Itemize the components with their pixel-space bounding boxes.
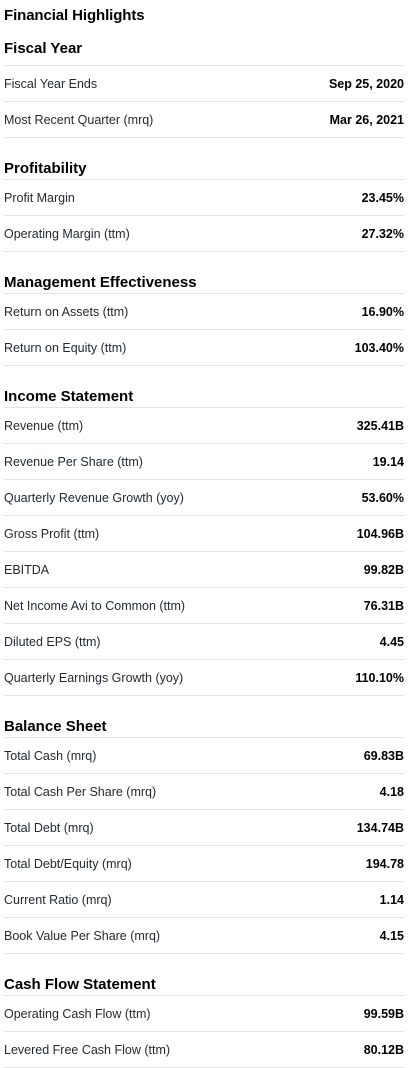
row-label: Revenue (ttm) bbox=[4, 418, 84, 433]
row-label: Return on Assets (ttm) bbox=[4, 304, 129, 319]
section-balance-sheet: Balance Sheet Total Cash (mrq) 69.83B To… bbox=[4, 696, 404, 954]
row-value: 104.96B bbox=[356, 526, 404, 541]
row-value: 27.32% bbox=[361, 226, 404, 241]
section-title: Income Statement bbox=[4, 366, 404, 408]
row-value: 4.15 bbox=[379, 928, 404, 943]
row-label: Net Income Avi to Common (ttm) bbox=[4, 598, 186, 613]
row-label: Quarterly Revenue Growth (yoy) bbox=[4, 490, 184, 505]
section-profitability: Profitability Profit Margin 23.45% Opera… bbox=[4, 138, 404, 252]
row-label: Current Ratio (mrq) bbox=[4, 892, 112, 907]
row-value: 99.59B bbox=[363, 1006, 404, 1021]
section-title: Fiscal Year bbox=[4, 34, 404, 66]
page-title: Financial Highlights bbox=[4, 7, 145, 24]
table-row: EBITDA 99.82B bbox=[4, 552, 404, 588]
table-row: Diluted EPS (ttm) 4.45 bbox=[4, 624, 404, 660]
section-title: Management Effectiveness bbox=[4, 252, 404, 294]
table-row: Levered Free Cash Flow (ttm) 80.12B bbox=[4, 1032, 404, 1068]
row-value: 4.45 bbox=[379, 634, 404, 649]
row-value: 103.40% bbox=[354, 340, 404, 355]
row-label: Total Debt/Equity (mrq) bbox=[4, 856, 132, 871]
table-row: Revenue (ttm) 325.41B bbox=[4, 408, 404, 444]
table-row: Return on Assets (ttm) 16.90% bbox=[4, 294, 404, 330]
row-value: 53.60% bbox=[361, 490, 404, 505]
table-row: Fiscal Year Ends Sep 25, 2020 bbox=[4, 66, 404, 102]
row-label: Total Cash Per Share (mrq) bbox=[4, 784, 157, 799]
row-value: 99.82B bbox=[363, 562, 404, 577]
row-value: Mar 26, 2021 bbox=[329, 112, 404, 127]
table-row: Total Cash Per Share (mrq) 4.18 bbox=[4, 774, 404, 810]
row-value: 19.14 bbox=[372, 454, 404, 469]
row-value: 80.12B bbox=[363, 1042, 404, 1057]
row-label: Levered Free Cash Flow (ttm) bbox=[4, 1042, 171, 1057]
row-value: 134.74B bbox=[356, 820, 404, 835]
row-value: 69.83B bbox=[363, 748, 404, 763]
row-label: EBITDA bbox=[4, 562, 50, 577]
table-row: Profit Margin 23.45% bbox=[4, 180, 404, 216]
table-row: Quarterly Revenue Growth (yoy) 53.60% bbox=[4, 480, 404, 516]
table-row: Most Recent Quarter (mrq) Mar 26, 2021 bbox=[4, 102, 404, 138]
table-row: Book Value Per Share (mrq) 4.15 bbox=[4, 918, 404, 954]
table-row: Net Income Avi to Common (ttm) 76.31B bbox=[4, 588, 404, 624]
row-label: Operating Margin (ttm) bbox=[4, 226, 130, 241]
row-value: 110.10% bbox=[355, 670, 404, 685]
table-row: Quarterly Earnings Growth (yoy) 110.10% bbox=[4, 660, 404, 696]
row-label: Quarterly Earnings Growth (yoy) bbox=[4, 670, 184, 685]
section-fiscal-year: Fiscal Year Fiscal Year Ends Sep 25, 202… bbox=[4, 34, 404, 138]
row-label: Operating Cash Flow (ttm) bbox=[4, 1006, 151, 1021]
row-label: Total Debt (mrq) bbox=[4, 820, 94, 835]
table-row: Total Cash (mrq) 69.83B bbox=[4, 738, 404, 774]
row-label: Total Cash (mrq) bbox=[4, 748, 97, 763]
row-value: 1.14 bbox=[379, 892, 404, 907]
row-label: Book Value Per Share (mrq) bbox=[4, 928, 161, 943]
table-row: Total Debt (mrq) 134.74B bbox=[4, 810, 404, 846]
table-row: Gross Profit (ttm) 104.96B bbox=[4, 516, 404, 552]
row-label: Most Recent Quarter (mrq) bbox=[4, 112, 154, 127]
row-label: Gross Profit (ttm) bbox=[4, 526, 100, 541]
section-title: Balance Sheet bbox=[4, 696, 404, 738]
row-value: 194.78 bbox=[365, 856, 404, 871]
row-value: Sep 25, 2020 bbox=[328, 76, 404, 91]
table-row: Operating Margin (ttm) 27.32% bbox=[4, 216, 404, 252]
row-value: 16.90% bbox=[361, 304, 404, 319]
row-value: 325.41B bbox=[356, 418, 404, 433]
row-label: Return on Equity (ttm) bbox=[4, 340, 127, 355]
section-income-statement: Income Statement Revenue (ttm) 325.41B R… bbox=[4, 366, 404, 696]
section-cash-flow-statement: Cash Flow Statement Operating Cash Flow … bbox=[4, 954, 404, 1068]
section-title: Profitability bbox=[4, 138, 404, 180]
section-management-effectiveness: Management Effectiveness Return on Asset… bbox=[4, 252, 404, 366]
row-label: Revenue Per Share (ttm) bbox=[4, 454, 143, 469]
table-row: Revenue Per Share (ttm) 19.14 bbox=[4, 444, 404, 480]
row-label: Fiscal Year Ends bbox=[4, 76, 98, 91]
row-value: 76.31B bbox=[363, 598, 404, 613]
row-value: 4.18 bbox=[379, 784, 404, 799]
row-label: Profit Margin bbox=[4, 190, 75, 205]
row-value: 23.45% bbox=[361, 190, 404, 205]
section-title: Cash Flow Statement bbox=[4, 954, 404, 996]
table-row: Current Ratio (mrq) 1.14 bbox=[4, 882, 404, 918]
table-row: Total Debt/Equity (mrq) 194.78 bbox=[4, 846, 404, 882]
table-row: Return on Equity (ttm) 103.40% bbox=[4, 330, 404, 366]
row-label: Diluted EPS (ttm) bbox=[4, 634, 101, 649]
table-row: Operating Cash Flow (ttm) 99.59B bbox=[4, 996, 404, 1032]
